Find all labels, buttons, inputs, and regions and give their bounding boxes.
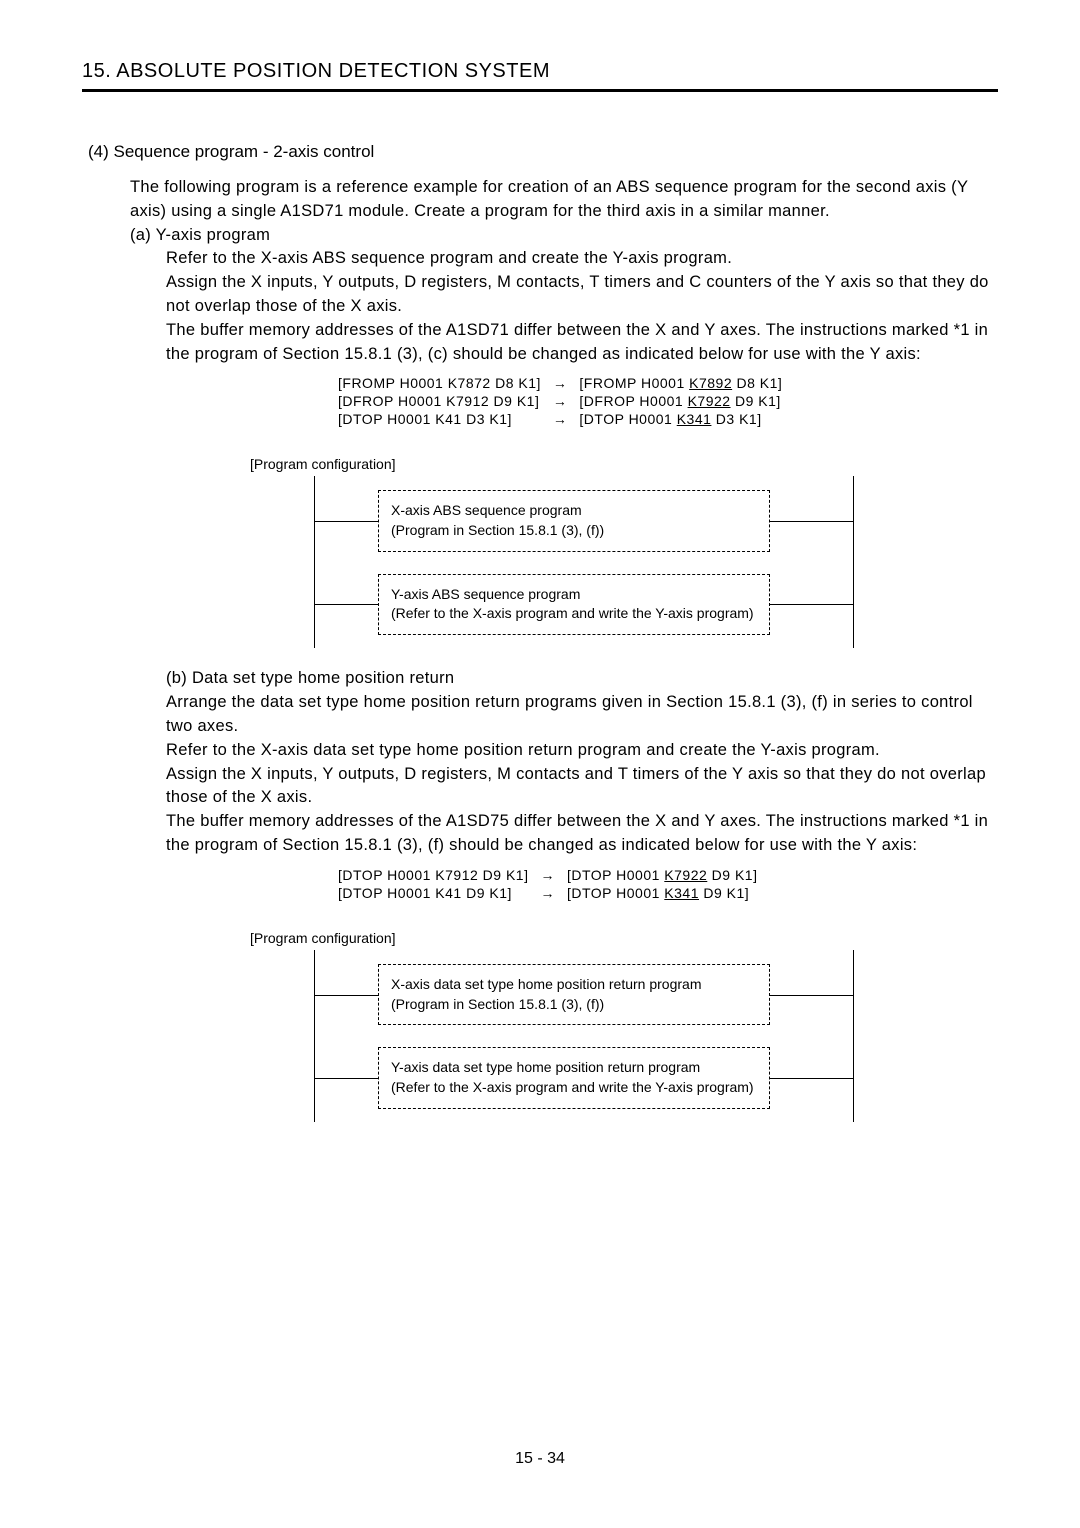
sub-b-heading: (b) Data set type home position return <box>166 667 998 691</box>
box-a1-line1: X-axis ABS sequence program <box>391 501 757 521</box>
sub-a-p3: The buffer memory addresses of the A1SD7… <box>166 319 998 367</box>
sub-a-p1: Refer to the X-axis ABS sequence program… <box>166 247 998 271</box>
sub-b-p3: Assign the X inputs, Y outputs, D regist… <box>166 763 998 811</box>
config-diagram-a: X-axis ABS sequence program (Program in … <box>314 476 854 648</box>
section-4-intro: The following program is a reference exa… <box>130 176 998 224</box>
connector-right <box>769 1078 853 1079</box>
section-4-title: (4) Sequence program - 2-axis control <box>88 142 998 162</box>
config-diagram-b: X-axis data set type home position retur… <box>314 950 854 1122</box>
arrow-icon: → <box>534 884 561 902</box>
diagram-left-line <box>314 950 315 1122</box>
diagram-right-line <box>853 950 854 1122</box>
instruction-right: [DFROP H0001 K7922 D9 K1] <box>573 392 788 410</box>
box-b1-line1: X-axis data set type home position retur… <box>391 975 757 995</box>
config-box-b1: X-axis data set type home position retur… <box>378 964 770 1025</box>
instruction-left: [DTOP H0001 K7912 D9 K1] <box>332 866 534 884</box>
box-b2-line1: Y-axis data set type home position retur… <box>391 1058 757 1078</box>
instruction-right: [DTOP H0001 K341 D9 K1] <box>561 884 764 902</box>
instruction-left: [FROMP H0001 K7872 D8 K1] <box>332 374 547 392</box>
box-a2-line2: (Refer to the X-axis program and write t… <box>391 604 757 624</box>
config-label-a: [Program configuration] <box>250 456 998 472</box>
instruction-row: [DTOP H0001 K41 D9 K1]→[DTOP H0001 K341 … <box>332 884 763 902</box>
connector-right <box>769 604 853 605</box>
page-number: 15 - 34 <box>0 1450 1080 1468</box>
instruction-row: [FROMP H0001 K7872 D8 K1]→[FROMP H0001 K… <box>332 374 788 392</box>
instruction-table-b: [DTOP H0001 K7912 D9 K1]→[DTOP H0001 K79… <box>332 866 763 902</box>
connector-right <box>769 521 853 522</box>
instruction-left: [DFROP H0001 K7912 D9 K1] <box>332 392 547 410</box>
config-box-a1: X-axis ABS sequence program (Program in … <box>378 490 770 551</box>
arrow-icon: → <box>547 410 574 428</box>
box-a2-line1: Y-axis ABS sequence program <box>391 585 757 605</box>
arrow-icon: → <box>534 866 561 884</box>
diagram-left-line <box>314 476 315 648</box>
instruction-right: [DTOP H0001 K7922 D9 K1] <box>561 866 764 884</box>
instruction-row: [DFROP H0001 K7912 D9 K1]→[DFROP H0001 K… <box>332 392 788 410</box>
connector-left <box>315 1078 379 1079</box>
instruction-right: [DTOP H0001 K341 D3 K1] <box>573 410 788 428</box>
box-b2-line2: (Refer to the X-axis program and write t… <box>391 1078 757 1098</box>
sub-b-p2: Refer to the X-axis data set type home p… <box>166 739 998 763</box>
page-header-title: 15. ABSOLUTE POSITION DETECTION SYSTEM <box>82 60 998 83</box>
instruction-right: [FROMP H0001 K7892 D8 K1] <box>573 374 788 392</box>
sub-a-p2: Assign the X inputs, Y outputs, D regist… <box>166 271 998 319</box>
config-box-a2: Y-axis ABS sequence program (Refer to th… <box>378 574 770 635</box>
diagram-right-line <box>853 476 854 648</box>
instruction-left: [DTOP H0001 K41 D9 K1] <box>332 884 534 902</box>
sub-a-heading: (a) Y-axis program <box>130 226 998 245</box>
connector-left <box>315 521 379 522</box>
connector-left <box>315 995 379 996</box>
instruction-table-a: [FROMP H0001 K7872 D8 K1]→[FROMP H0001 K… <box>332 374 788 428</box>
connector-left <box>315 604 379 605</box>
config-box-b2: Y-axis data set type home position retur… <box>378 1047 770 1108</box>
config-label-b: [Program configuration] <box>250 930 998 946</box>
arrow-icon: → <box>547 374 574 392</box>
instruction-row: [DTOP H0001 K7912 D9 K1]→[DTOP H0001 K79… <box>332 866 763 884</box>
box-b1-line2: (Program in Section 15.8.1 (3), (f)) <box>391 995 757 1015</box>
sub-b-p4: The buffer memory addresses of the A1SD7… <box>166 810 998 858</box>
instruction-left: [DTOP H0001 K41 D3 K1] <box>332 410 547 428</box>
sub-b-p1: Arrange the data set type home position … <box>166 691 998 739</box>
arrow-icon: → <box>547 392 574 410</box>
header-divider <box>82 89 998 92</box>
box-a1-line2: (Program in Section 15.8.1 (3), (f)) <box>391 521 757 541</box>
connector-right <box>769 995 853 996</box>
instruction-row: [DTOP H0001 K41 D3 K1]→[DTOP H0001 K341 … <box>332 410 788 428</box>
